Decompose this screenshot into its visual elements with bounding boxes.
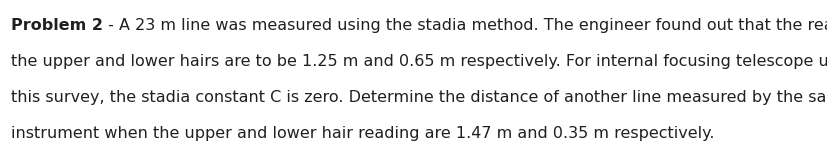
- Text: this survey, the stadia constant C is zero. Determine the distance of another li: this survey, the stadia constant C is ze…: [11, 90, 827, 105]
- Text: - A 23 m line was measured using the stadia method. The engineer found out that : - A 23 m line was measured using the sta…: [103, 18, 827, 33]
- Text: instrument when the upper and lower hair reading are 1.47 m and 0.35 m respectiv: instrument when the upper and lower hair…: [11, 126, 714, 141]
- Text: Problem 2: Problem 2: [11, 18, 103, 33]
- Text: the upper and lower hairs are to be 1.25 m and 0.65 m respectively. For internal: the upper and lower hairs are to be 1.25…: [11, 54, 827, 69]
